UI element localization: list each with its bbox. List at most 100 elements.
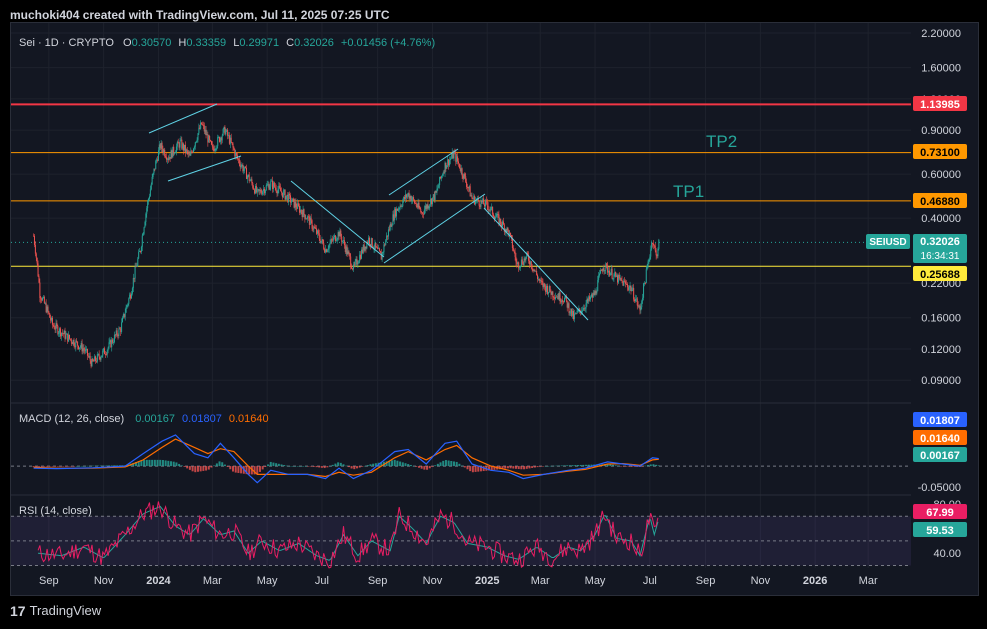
candle-body bbox=[285, 195, 287, 200]
macd-histogram-bar bbox=[312, 466, 315, 467]
candle-body bbox=[388, 229, 390, 231]
candle-body bbox=[77, 341, 79, 346]
macd-histogram-bar bbox=[280, 464, 283, 467]
close-value: 0.32026 bbox=[294, 37, 334, 49]
candle-body bbox=[216, 146, 218, 149]
channel2-upper-line[interactable] bbox=[388, 148, 459, 196]
channel-lower-line[interactable] bbox=[167, 155, 242, 182]
candle-body bbox=[79, 346, 81, 348]
candle-body bbox=[474, 196, 476, 205]
macd-histogram-bar bbox=[525, 466, 528, 469]
candle-body bbox=[90, 360, 92, 367]
candle-body bbox=[107, 347, 109, 351]
candle-body bbox=[383, 244, 385, 253]
plot-area[interactable] bbox=[11, 23, 911, 595]
candle-body bbox=[334, 235, 336, 242]
candle-body bbox=[289, 193, 291, 196]
candle-body bbox=[101, 355, 103, 358]
macd-histogram-bar bbox=[86, 465, 89, 467]
candle-body bbox=[385, 240, 387, 246]
candle-body bbox=[537, 274, 539, 279]
candle-body bbox=[515, 256, 517, 263]
macd-histogram-bar bbox=[143, 459, 146, 467]
candle-body bbox=[378, 248, 380, 250]
macd-histogram-bar bbox=[488, 466, 491, 471]
candle-body bbox=[581, 310, 583, 313]
candle-body bbox=[60, 328, 62, 337]
candle-body bbox=[236, 153, 238, 156]
macd-histogram-bar bbox=[240, 466, 243, 474]
candle-body bbox=[264, 190, 266, 194]
candle-body bbox=[343, 240, 345, 241]
candle-body bbox=[279, 185, 281, 188]
candle-body bbox=[422, 212, 424, 214]
macd-histogram-bar bbox=[299, 466, 302, 467]
candle-body bbox=[39, 282, 41, 298]
rsi-tick-label: 40.00 bbox=[933, 548, 961, 560]
macd-histogram-bar bbox=[401, 462, 404, 467]
candle-body bbox=[307, 216, 309, 218]
macd-histogram-bar bbox=[229, 466, 232, 470]
candle-body bbox=[255, 185, 257, 193]
candle-body bbox=[157, 159, 159, 161]
candle-body bbox=[298, 205, 300, 213]
macd-histogram-bar bbox=[167, 460, 170, 467]
price-axis[interactable] bbox=[911, 23, 978, 595]
channel2-lower-line[interactable] bbox=[383, 193, 486, 264]
candle-body bbox=[622, 280, 624, 286]
price-tick-label: 1.60000 bbox=[921, 63, 961, 75]
candle-body bbox=[318, 233, 320, 239]
candle-body bbox=[102, 350, 104, 356]
macd-histogram-bar bbox=[186, 466, 189, 469]
macd-histogram-bar bbox=[43, 466, 46, 467]
rsi-legend: RSI (14, close) bbox=[19, 505, 92, 517]
candle-body bbox=[498, 214, 500, 225]
macd-histogram-bar bbox=[331, 464, 334, 467]
footer-branding[interactable]: 17 TradingView bbox=[10, 602, 101, 622]
candle-body bbox=[462, 175, 464, 179]
candle-body bbox=[234, 149, 236, 157]
candle-body bbox=[461, 168, 463, 176]
chart-canvas[interactable]: 2.200001.600001.200000.900000.600000.400… bbox=[11, 23, 978, 595]
candle-body bbox=[201, 122, 203, 125]
candle-body bbox=[35, 253, 37, 258]
candle-body bbox=[192, 151, 194, 153]
candle-body bbox=[525, 256, 527, 261]
candle-body bbox=[84, 349, 86, 352]
macd-histogram-bar bbox=[253, 466, 256, 475]
candle-body bbox=[484, 204, 486, 207]
candle-body bbox=[563, 301, 565, 303]
price-tick-label: 0.09000 bbox=[921, 375, 961, 387]
candle-body bbox=[325, 249, 327, 253]
macd-histogram-bar bbox=[296, 466, 299, 467]
time-tick-label: 2024 bbox=[146, 575, 171, 587]
candle-body bbox=[458, 161, 459, 164]
candle-body bbox=[610, 268, 612, 273]
candle-body bbox=[520, 259, 522, 266]
candle-body bbox=[368, 237, 370, 244]
downtrend-line-2[interactable] bbox=[483, 207, 589, 321]
candle-body bbox=[282, 191, 284, 198]
macd-histogram-bar bbox=[461, 465, 464, 467]
candle-body bbox=[624, 280, 626, 282]
macd-histogram-bar bbox=[523, 466, 526, 470]
candle-body bbox=[109, 340, 111, 343]
candle-body bbox=[602, 268, 604, 272]
candle-body bbox=[644, 282, 646, 284]
badge-countdown-text: 16:34:31 bbox=[921, 251, 960, 262]
candle-body bbox=[647, 261, 649, 268]
candle-body bbox=[608, 270, 610, 273]
candle-body bbox=[592, 292, 594, 298]
badge-price-text: 0.32026 bbox=[920, 236, 960, 248]
channel-upper-line[interactable] bbox=[148, 103, 218, 134]
candle-body bbox=[635, 298, 637, 300]
candle-body bbox=[501, 224, 503, 227]
candle-body bbox=[449, 159, 451, 166]
candle-body bbox=[494, 216, 496, 219]
macd-line bbox=[33, 434, 659, 484]
candle-body bbox=[519, 267, 521, 269]
macd-histogram-bar bbox=[509, 466, 512, 469]
candle-body bbox=[277, 189, 279, 194]
candle-body bbox=[527, 252, 529, 255]
downtrend-line-1[interactable] bbox=[290, 180, 385, 258]
